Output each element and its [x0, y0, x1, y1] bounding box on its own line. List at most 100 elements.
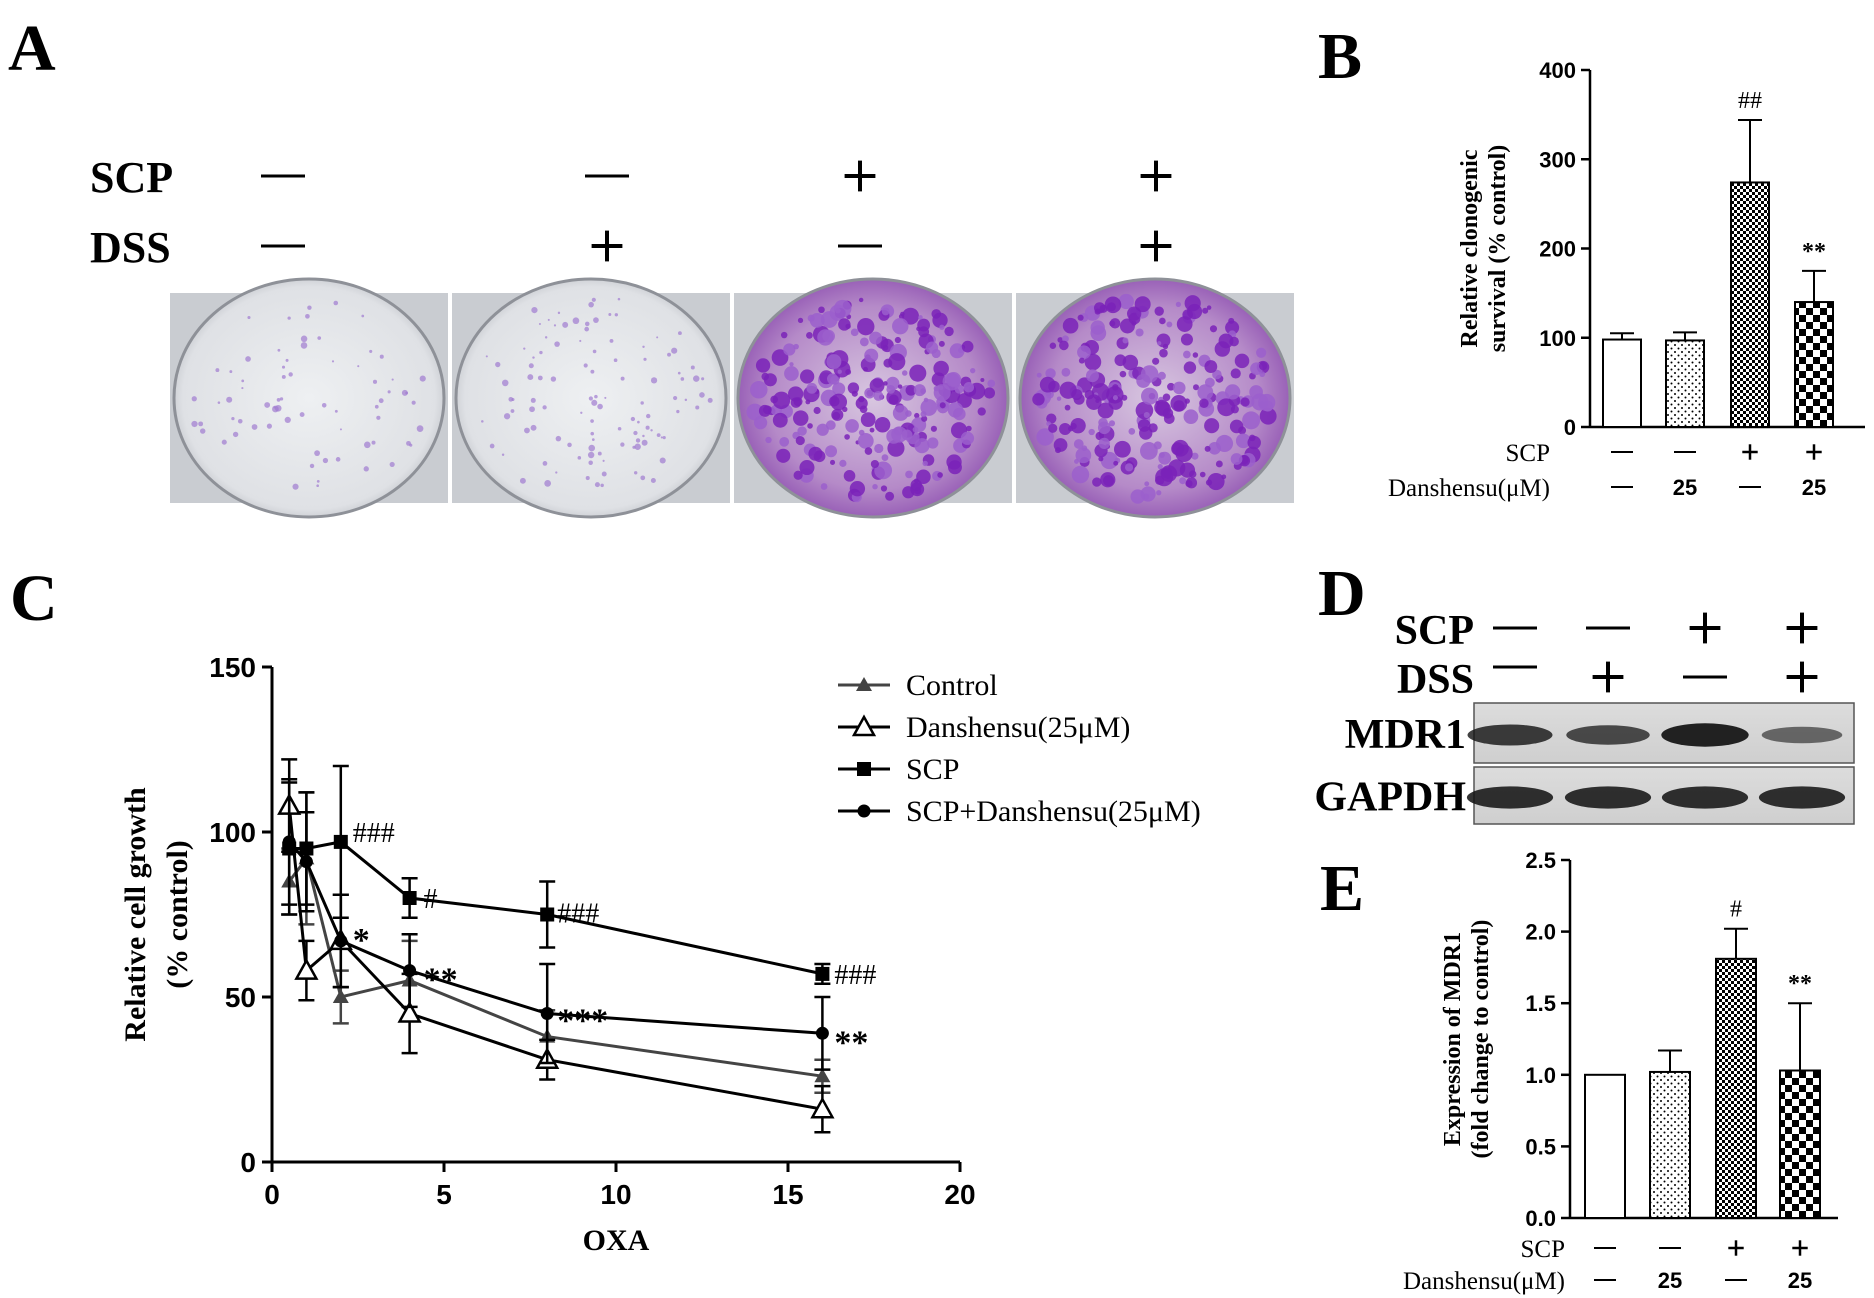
colony: [597, 451, 602, 456]
colony: [874, 461, 893, 480]
significance-label: ***: [557, 1003, 608, 1040]
colony: [316, 484, 319, 488]
colony: [1085, 369, 1099, 383]
colony: [1112, 395, 1118, 401]
colony: [825, 445, 838, 458]
colony: [1171, 442, 1185, 456]
colony: [1199, 398, 1209, 408]
colony: [241, 387, 244, 390]
colony: [680, 377, 685, 381]
colony: [762, 405, 772, 415]
colony: [746, 403, 764, 421]
condition-label: Danshensu(μM): [1403, 1268, 1565, 1295]
colony: [584, 321, 590, 327]
colony: [1073, 439, 1084, 449]
colony: [695, 405, 700, 410]
y-tick-label: 300: [1539, 147, 1576, 172]
colony: [594, 394, 598, 399]
colony: [882, 344, 889, 351]
blot-band-label-gapdh: GAPDH: [1314, 775, 1466, 821]
y-tick-label: 100: [209, 817, 256, 848]
colony: [1197, 384, 1214, 401]
colony: [363, 466, 369, 472]
marker-circle: [282, 835, 296, 849]
colony: [843, 470, 856, 482]
colony: [881, 454, 889, 461]
colony: [635, 438, 641, 443]
legend-label: SCP: [906, 753, 959, 786]
colony: [1249, 385, 1263, 399]
colony: [411, 400, 416, 405]
colony: [960, 431, 975, 445]
band-mdr1-2: [1566, 725, 1650, 745]
colony: [784, 366, 799, 381]
colony: [845, 369, 852, 375]
colony: [231, 416, 235, 421]
colony: [1088, 428, 1095, 436]
colony: [1084, 353, 1102, 371]
colony: [316, 479, 320, 483]
colony: [281, 374, 286, 379]
marker-circle: [540, 1007, 554, 1020]
y-tick-label: 0.0: [1525, 1206, 1556, 1231]
colony: [1229, 419, 1244, 434]
colony: [217, 401, 221, 404]
colony: [307, 305, 312, 310]
colony: [859, 337, 869, 347]
colony: [339, 428, 342, 431]
colony: [591, 297, 596, 302]
colony: [869, 331, 883, 345]
colony: [604, 396, 607, 399]
colony: [1106, 386, 1124, 404]
panel-label-d: D: [1318, 557, 1366, 630]
colony: [305, 313, 310, 319]
colony: [1077, 345, 1091, 360]
colony: [1124, 463, 1134, 472]
colony: [588, 396, 593, 401]
colony: [544, 480, 552, 487]
colony: [1156, 490, 1162, 496]
band-mdr1-1: [1467, 724, 1553, 746]
colony: [1184, 398, 1190, 404]
colony: [901, 370, 908, 376]
colony: [309, 463, 315, 469]
colony: [371, 440, 376, 445]
colony: [795, 436, 805, 446]
colony: [847, 382, 860, 394]
condition-1-1-text: 25: [1673, 475, 1697, 500]
y-axis-title: (% control): [161, 840, 194, 989]
colony: [808, 446, 823, 461]
colony: [914, 412, 920, 419]
colony: [873, 391, 884, 401]
colony: [1059, 340, 1069, 351]
colony: [910, 482, 925, 497]
colony: [1078, 357, 1085, 364]
colony: [288, 372, 293, 377]
colony: [1179, 462, 1196, 478]
colony: [1242, 411, 1261, 430]
band-mdr1-4: [1761, 726, 1843, 744]
colony: [633, 471, 638, 475]
colony: [1157, 371, 1166, 380]
colony: [946, 371, 962, 388]
colony: [858, 395, 865, 403]
y-tick-label: 150: [209, 652, 256, 683]
colony: [659, 457, 666, 464]
colony: [816, 423, 829, 436]
colony: [1192, 352, 1199, 358]
colony: [881, 307, 890, 316]
colony: [809, 312, 825, 328]
y-axis-title: survival (% control): [1485, 145, 1511, 353]
bar-1: [1584, 1073, 1626, 1220]
colony: [1258, 393, 1276, 412]
colony: [510, 409, 515, 413]
colony: [1097, 402, 1114, 419]
colony: [567, 442, 572, 448]
colony: [1204, 445, 1211, 452]
bar-4: [1794, 301, 1834, 428]
colony: [532, 356, 535, 359]
colony: [1212, 369, 1222, 380]
colony: [1134, 296, 1151, 313]
colony: [914, 438, 930, 454]
colony: [300, 335, 308, 343]
